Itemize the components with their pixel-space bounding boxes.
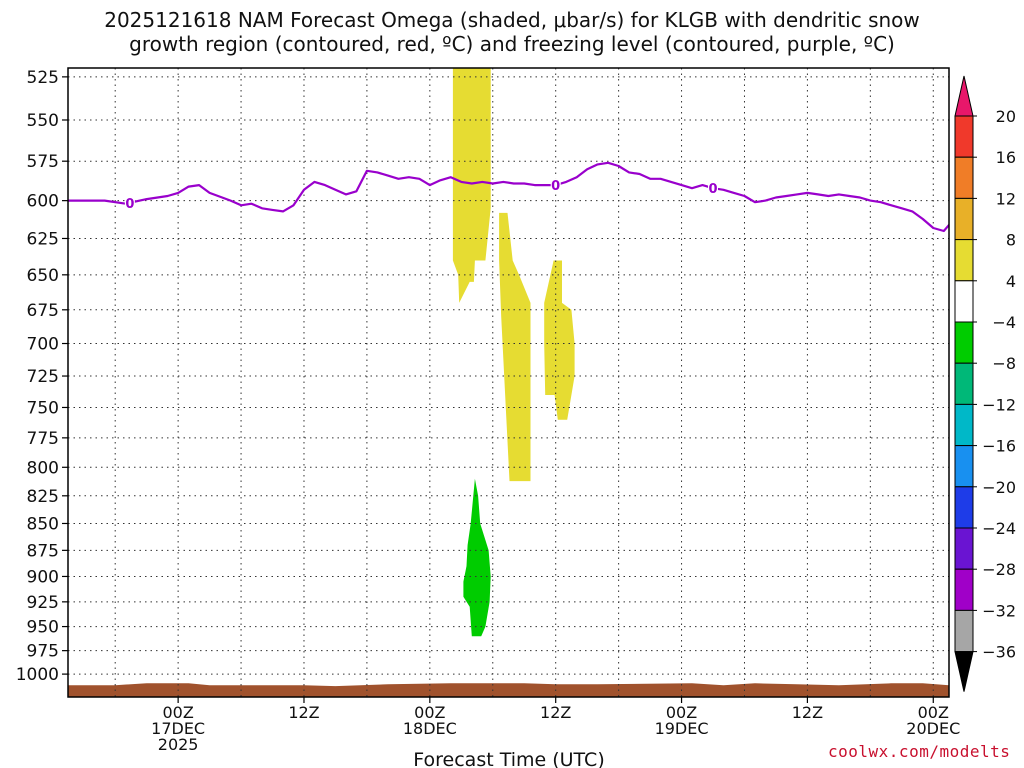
omega-region-4 bbox=[463, 478, 491, 637]
y-tick-label: 625 bbox=[27, 229, 59, 249]
freezing-level-label: 0 bbox=[125, 197, 134, 212]
omega-shading bbox=[452, 68, 575, 637]
colorbar-bottom-arrow bbox=[954, 651, 974, 692]
y-tick-label: 700 bbox=[27, 335, 59, 355]
terrain-shape bbox=[68, 683, 949, 697]
freezing-level-line bbox=[68, 161, 949, 233]
colorbar-label: 4 bbox=[1006, 272, 1016, 291]
freezing-label-bg bbox=[708, 181, 719, 196]
colorbar-top-arrow bbox=[954, 75, 974, 117]
y-tick-label: 525 bbox=[27, 68, 59, 88]
freezing-label-bg bbox=[550, 178, 561, 193]
gridlines bbox=[68, 68, 949, 697]
colorbar-segment bbox=[954, 115, 974, 158]
credit-text: coolwx.com/modelts bbox=[828, 742, 1011, 761]
x-tick-label: 00Z bbox=[414, 703, 445, 722]
y-tick-label: 975 bbox=[27, 642, 59, 662]
chart-title: 2025121618 NAM Forecast Omega (shaded, μ… bbox=[104, 8, 920, 56]
colorbar-segment bbox=[954, 609, 974, 653]
colorbar-label: −20 bbox=[982, 478, 1016, 497]
y-tick-label: 750 bbox=[27, 398, 59, 418]
x-tick-label: 17DEC bbox=[151, 719, 205, 738]
colorbar-segment bbox=[954, 486, 974, 529]
y-tick-label: 1000 bbox=[16, 665, 59, 685]
freezing-level-label: 0 bbox=[708, 182, 717, 197]
y-tick-label: 875 bbox=[27, 541, 59, 561]
colorbar-segment bbox=[954, 280, 974, 323]
y-tick-label: 800 bbox=[27, 458, 59, 478]
colorbar-segment bbox=[954, 445, 974, 488]
colorbar-segment bbox=[954, 403, 974, 447]
x-tick-label: 00Z bbox=[666, 703, 697, 722]
colorbar-segment bbox=[954, 239, 974, 282]
y-tick-label: 775 bbox=[27, 429, 59, 449]
colorbar-label: −24 bbox=[982, 519, 1016, 538]
x-tick-label: 2025 bbox=[158, 735, 199, 754]
freezing-label-bg bbox=[124, 195, 135, 210]
colorbar-label: −36 bbox=[982, 643, 1016, 662]
omega-region-1 bbox=[452, 68, 491, 303]
colorbar-label: −32 bbox=[982, 601, 1016, 620]
y-axis: 525 550 575 600 625 650 675 700 725 750 775 800 825 8… bbox=[16, 68, 68, 685]
colorbar-segment bbox=[954, 156, 974, 199]
colorbar-label: 12 bbox=[996, 189, 1016, 208]
colorbar-label: −28 bbox=[982, 560, 1016, 579]
colorbar-segment bbox=[954, 362, 974, 405]
x-tick-label: 12Z bbox=[792, 703, 823, 722]
x-axis-label: Forecast Time (UTC) bbox=[413, 749, 604, 768]
colorbar-segment bbox=[954, 197, 974, 241]
colorbar-segment bbox=[954, 527, 974, 570]
y-tick-label: 825 bbox=[27, 487, 59, 507]
colorbar-segment bbox=[954, 568, 974, 611]
x-tick-label: 12Z bbox=[540, 703, 571, 722]
freezing-level-label: 0 bbox=[551, 179, 560, 194]
y-tick-label: 950 bbox=[27, 618, 59, 638]
colorbar-label: 20 bbox=[996, 107, 1016, 126]
plot-frame bbox=[67, 67, 950, 698]
colorbar-label: −4 bbox=[992, 313, 1016, 332]
y-tick-label: 675 bbox=[27, 301, 59, 321]
y-tick-label: 925 bbox=[27, 593, 59, 613]
y-tick-label: 900 bbox=[27, 567, 59, 587]
x-tick-label: 20DEC bbox=[906, 719, 960, 738]
colorbar-label: −16 bbox=[982, 437, 1016, 456]
omega-region-3 bbox=[544, 260, 575, 420]
y-tick-label: 600 bbox=[27, 192, 59, 212]
colorbar-label: −12 bbox=[982, 395, 1016, 414]
x-tick-label: 12Z bbox=[288, 703, 319, 722]
y-tick-label: 725 bbox=[27, 367, 59, 387]
colorbar: 20 16 12 8 4 −4 −8 −12 −16 −20 −24 −28 −32 −36 bbox=[954, 75, 1016, 692]
y-tick-label: 650 bbox=[27, 266, 59, 286]
freezing-level-layer: 0 0 0 bbox=[68, 161, 949, 233]
y-tick-label: 550 bbox=[27, 111, 59, 131]
x-tick-label: 00Z bbox=[162, 703, 193, 722]
terrain-layer bbox=[68, 683, 949, 697]
colorbar-label: 8 bbox=[1006, 231, 1016, 250]
omega-region-2 bbox=[499, 212, 531, 482]
colorbar-segment bbox=[954, 321, 974, 364]
x-tick-label: 19DEC bbox=[655, 719, 709, 738]
colorbar-label: 16 bbox=[996, 148, 1016, 167]
colorbar-label: −8 bbox=[992, 354, 1016, 373]
y-tick-label: 850 bbox=[27, 514, 59, 534]
y-tick-label: 575 bbox=[27, 152, 59, 172]
x-tick-label: 00Z bbox=[918, 703, 949, 722]
x-tick-label: 18DEC bbox=[403, 719, 457, 738]
